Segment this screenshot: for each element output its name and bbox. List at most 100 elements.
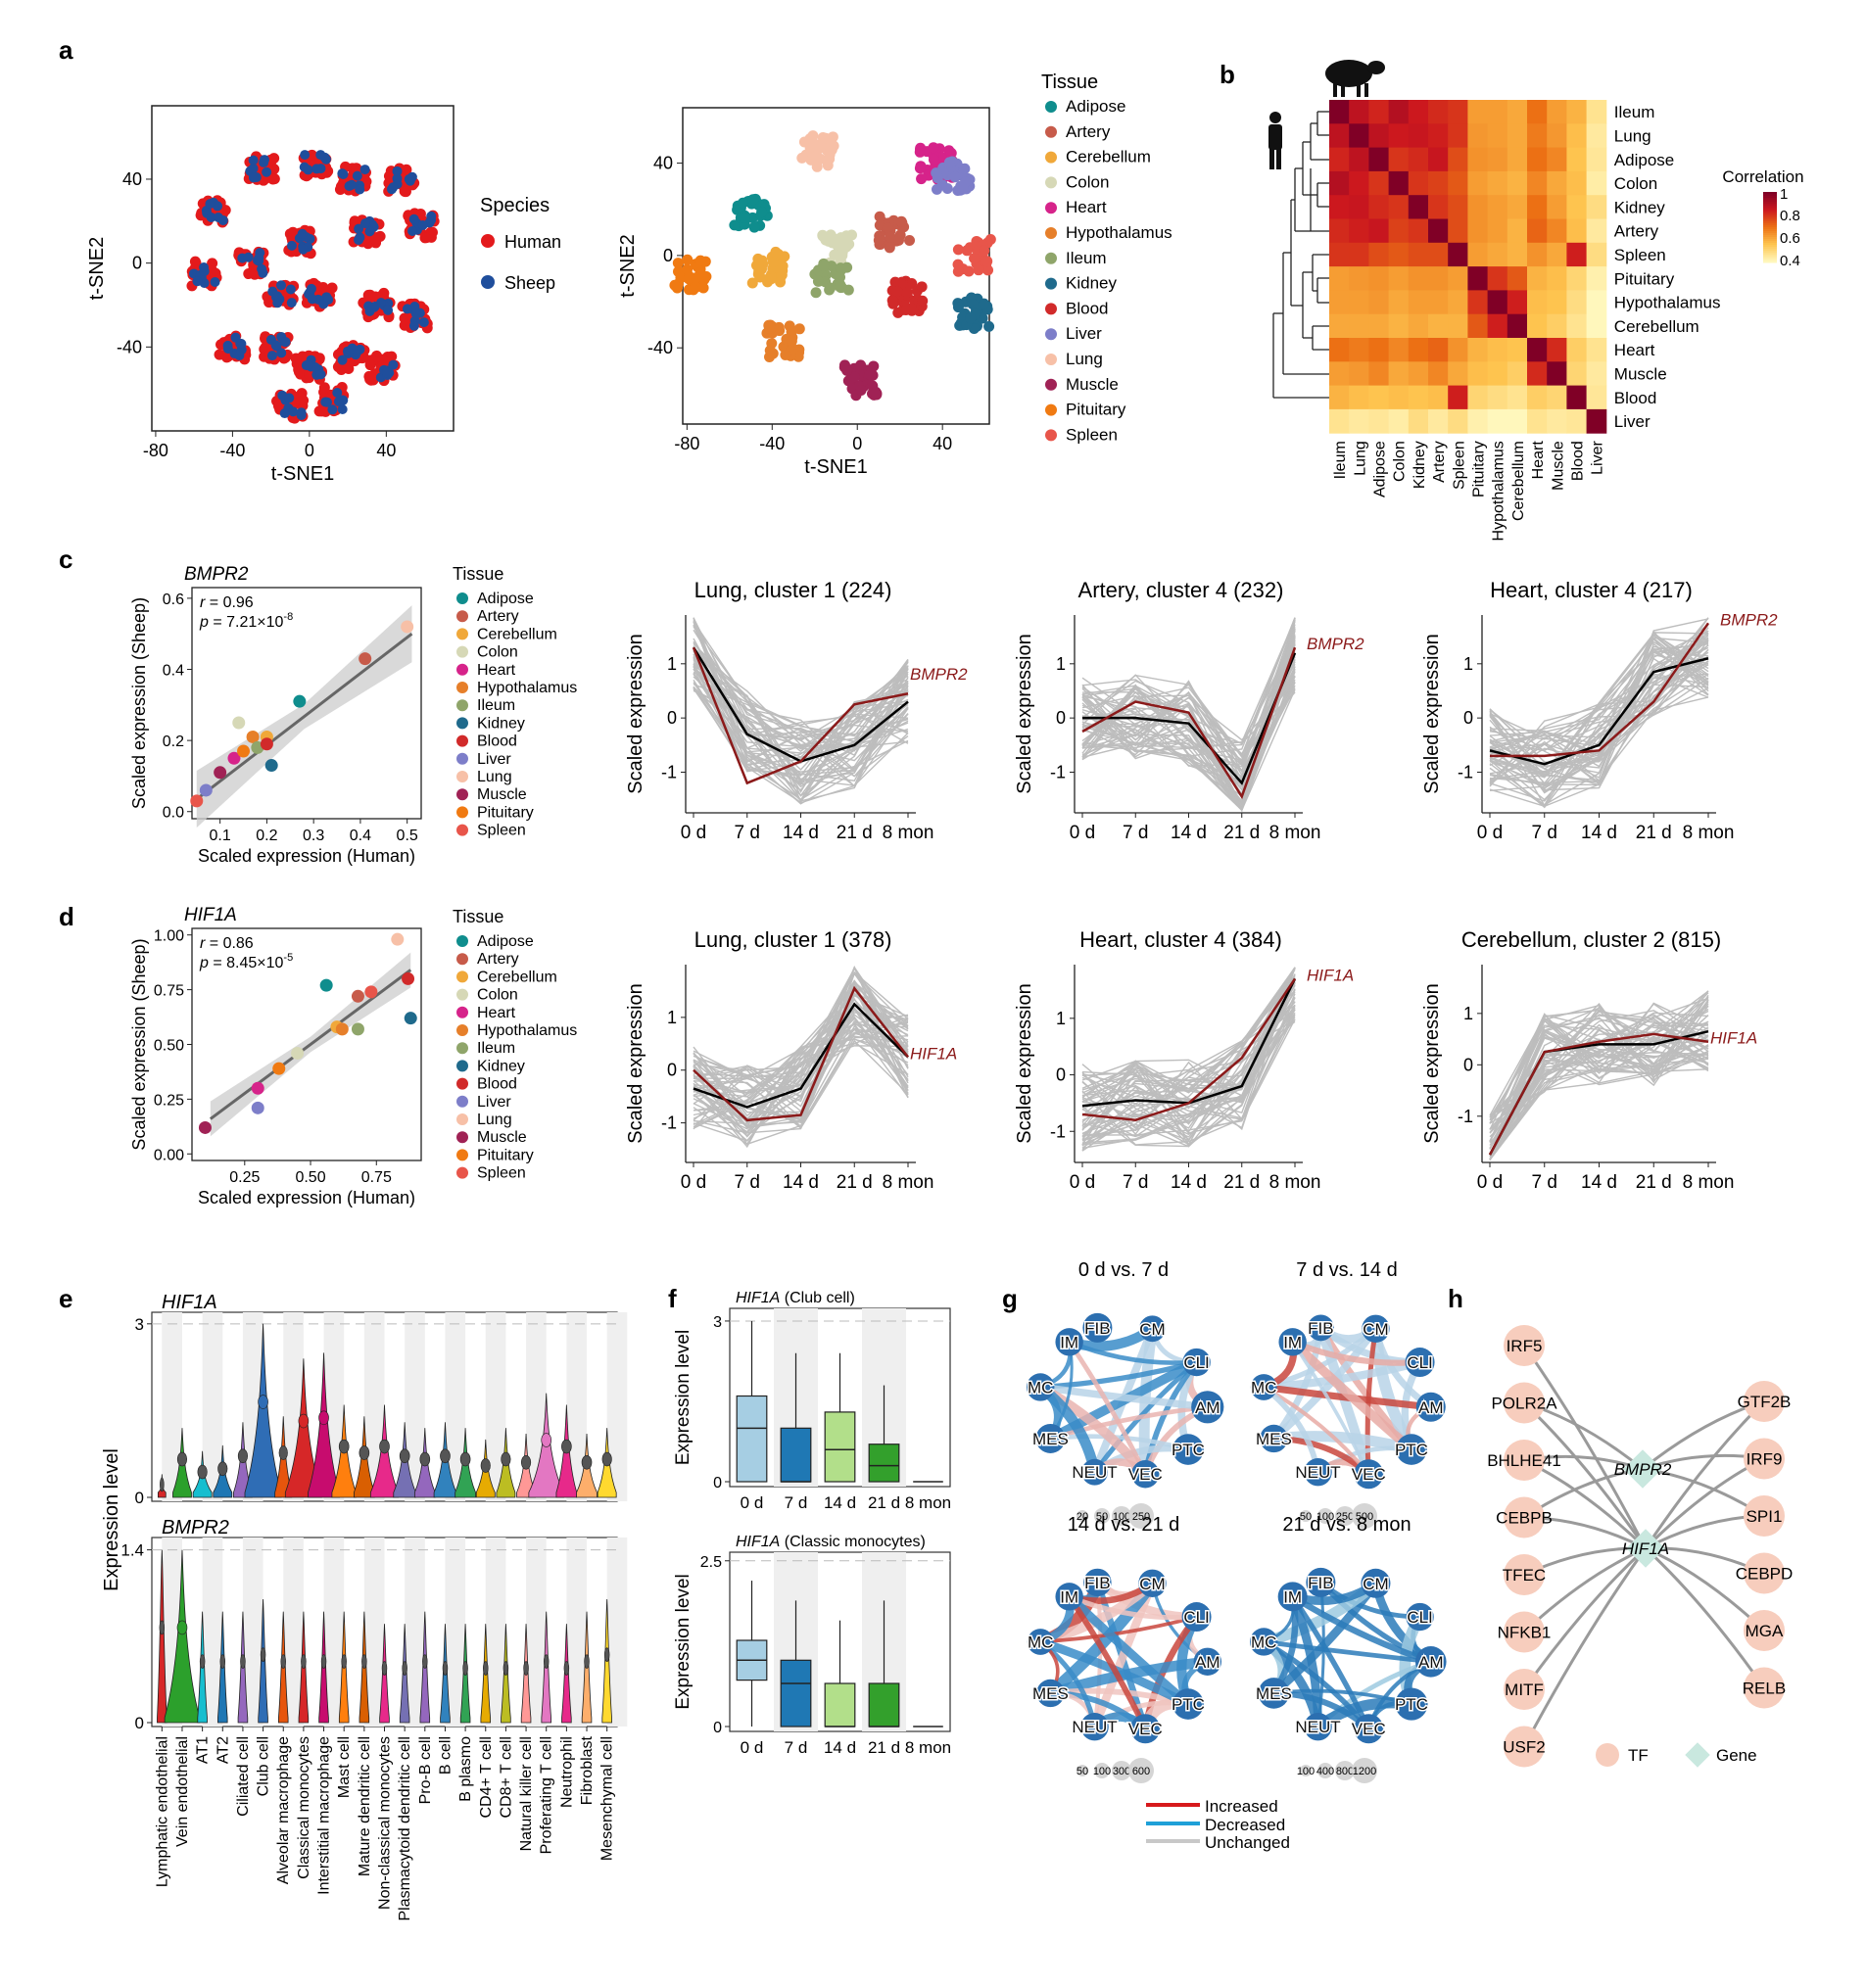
tissue-point bbox=[817, 229, 829, 241]
size-scale-label: 250 bbox=[1336, 1511, 1354, 1523]
heatmap-cell bbox=[1408, 170, 1429, 196]
x-tick-label: 21 d bbox=[1223, 1172, 1260, 1193]
heatmap-cell bbox=[1428, 266, 1449, 291]
tf-node-tfec bbox=[1504, 1554, 1545, 1595]
sheep-point bbox=[355, 344, 365, 355]
x-tick-label: 21 d bbox=[1636, 1172, 1672, 1193]
y-tick-label: -1 bbox=[661, 762, 677, 781]
network-edge bbox=[1039, 1383, 1209, 1411]
sheep-point bbox=[347, 343, 358, 354]
human-point bbox=[295, 353, 307, 364]
heatmap-cell bbox=[1408, 408, 1429, 434]
network-edge bbox=[1068, 1593, 1197, 1621]
tissue-point bbox=[949, 171, 961, 183]
tissue-cluster-hypothalamus bbox=[761, 319, 805, 362]
heatmap-cell bbox=[1566, 170, 1588, 196]
cell-type-label: Mature dendritic cell bbox=[357, 1736, 373, 1876]
legend-label-spleen: Spleen bbox=[477, 1165, 526, 1182]
heatmap-cell bbox=[1586, 195, 1607, 219]
tissue-point bbox=[780, 349, 791, 360]
heatmap-cell bbox=[1487, 338, 1508, 362]
sheep-point bbox=[298, 244, 309, 255]
x-tick-label: 0 d bbox=[741, 1493, 764, 1512]
heatmap-cell bbox=[1448, 361, 1468, 387]
cluster-gene-line bbox=[693, 641, 909, 753]
heatmap-cell bbox=[1428, 170, 1449, 196]
sheep-point bbox=[303, 165, 313, 175]
tissue-point bbox=[848, 371, 860, 383]
heatmap-cell bbox=[1586, 170, 1607, 196]
network-edge bbox=[1066, 1593, 1191, 1708]
legend-marker-artery bbox=[1045, 125, 1057, 138]
heatmap-cell bbox=[1586, 290, 1607, 315]
node-vec bbox=[1354, 1714, 1384, 1744]
tissue-legend-title: Tissue bbox=[453, 907, 503, 926]
sheep-point bbox=[262, 166, 272, 177]
sheep-point bbox=[199, 262, 210, 273]
sheep-point bbox=[381, 367, 392, 378]
y-tick-label: 0.75 bbox=[154, 983, 184, 1000]
legend-marker-adipose bbox=[1045, 101, 1057, 113]
network-title: 0 d vs. 7 d bbox=[1078, 1259, 1169, 1281]
heatmap-cell bbox=[1329, 100, 1350, 124]
sheep-point bbox=[286, 240, 297, 251]
tissue-point bbox=[917, 295, 929, 307]
tissue-point bbox=[952, 244, 964, 256]
heatmap-cell bbox=[1467, 195, 1489, 219]
sheep-icon bbox=[1325, 60, 1385, 97]
cluster-gene-line bbox=[693, 1024, 909, 1129]
heatmap-cell bbox=[1547, 290, 1567, 315]
cluster-gene-line bbox=[1489, 627, 1709, 768]
sheep-point bbox=[407, 171, 417, 182]
row-label: Cerebellum bbox=[1614, 317, 1699, 336]
panel-label-b: b bbox=[1220, 60, 1235, 89]
heatmap-cell bbox=[1467, 242, 1489, 267]
tsne-cluster bbox=[332, 340, 370, 375]
node-cm bbox=[1138, 1569, 1167, 1597]
violin-hif1a: 0 3 HIF1A bbox=[135, 1292, 628, 1507]
violin-bulge bbox=[502, 1661, 509, 1676]
r-number: = 0.96 bbox=[205, 594, 253, 611]
x-tick-label: 0 d bbox=[1070, 1172, 1095, 1193]
heatmap-cell bbox=[1566, 313, 1588, 339]
sheep-point bbox=[388, 359, 399, 370]
size-scale-circle bbox=[1300, 1765, 1312, 1776]
tf-node-irf5 bbox=[1504, 1325, 1545, 1366]
violin-bulge bbox=[501, 1451, 511, 1467]
size-scale-label: 100 bbox=[1316, 1511, 1334, 1523]
legend-marker-artery bbox=[456, 953, 468, 966]
heatmap-cell bbox=[1467, 100, 1489, 124]
y-tick-label: -40 bbox=[647, 338, 673, 357]
violin-shape bbox=[157, 1549, 167, 1724]
heatmap-cell bbox=[1349, 338, 1369, 362]
x-tick-label: 14 d bbox=[1581, 823, 1617, 843]
legend-marker-colon bbox=[456, 988, 468, 1001]
heatmap-cell bbox=[1349, 313, 1369, 339]
heatmap-cell bbox=[1428, 385, 1449, 410]
x-tick-label: 0.50 bbox=[295, 1169, 325, 1186]
sheep-point bbox=[388, 182, 399, 193]
node-label-am: AM bbox=[1418, 1398, 1444, 1417]
node-fib bbox=[1307, 1314, 1334, 1342]
y-axis-label: Expression level bbox=[673, 1574, 694, 1709]
cluster-gene-line bbox=[693, 668, 909, 737]
cell-type-label: CD8+ T cell bbox=[498, 1736, 514, 1818]
cluster-gene-line bbox=[1489, 1029, 1709, 1160]
network-edge bbox=[1316, 1326, 1374, 1476]
cell-type-label: Interstitial macrophage bbox=[316, 1736, 333, 1895]
regulatory-network: IRF5 POLR2A BHLHE41 CEBPB TFEC NFKB1 MITF USF2 G… bbox=[1487, 1325, 1793, 1768]
legend-marker-spleen bbox=[456, 824, 468, 836]
row-label: Heart bbox=[1614, 341, 1655, 359]
x-axis-label: t-SNE1 bbox=[804, 456, 867, 478]
col-label: Muscle bbox=[1550, 441, 1566, 491]
heatmap-cell bbox=[1388, 361, 1410, 387]
legend-label-liver: Liver bbox=[477, 751, 511, 768]
y-tick-label: 0 bbox=[1056, 1065, 1066, 1085]
y-tick-label: 0.00 bbox=[154, 1147, 184, 1163]
heatmap-cell bbox=[1507, 242, 1528, 267]
cluster-mean-line bbox=[693, 1002, 909, 1109]
violin-bulge bbox=[462, 1661, 468, 1676]
tf-node-cebpd bbox=[1744, 1552, 1785, 1594]
